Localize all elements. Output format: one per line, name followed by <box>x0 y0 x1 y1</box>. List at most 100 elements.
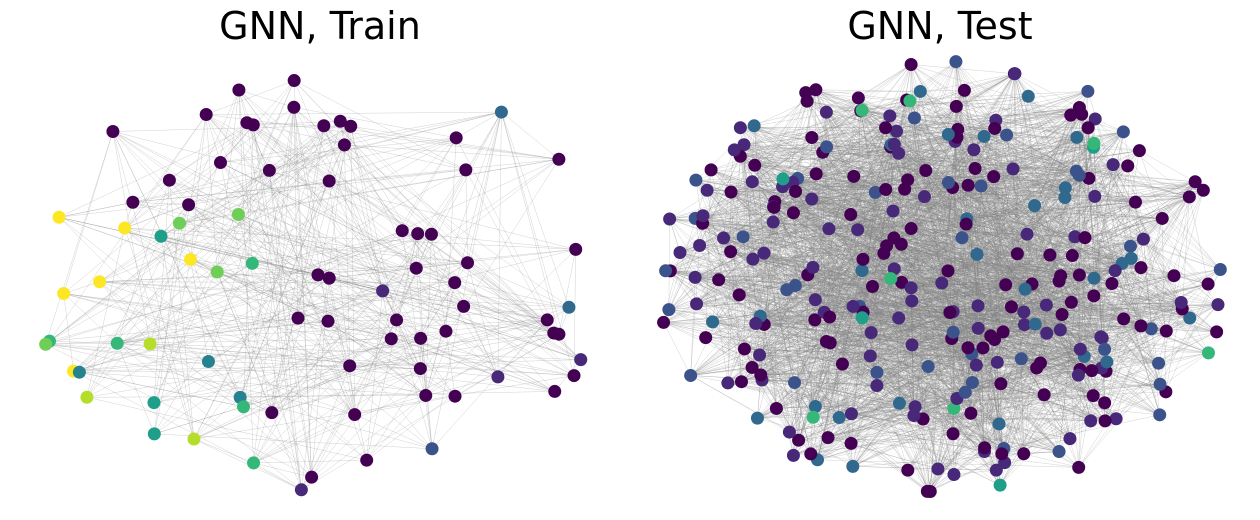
test-edge <box>862 259 931 492</box>
test-edge <box>850 214 991 337</box>
train-edge <box>220 111 502 163</box>
test-edge <box>1071 302 1102 369</box>
train-edge <box>58 217 330 279</box>
test-edge <box>893 237 978 255</box>
test-node <box>870 365 884 379</box>
test-edge <box>909 100 954 333</box>
test-edge <box>982 347 1085 357</box>
test-node <box>1014 352 1028 366</box>
test-edge <box>1012 168 1035 206</box>
train-edge <box>117 230 403 344</box>
test-edge <box>956 269 1221 399</box>
test-edge <box>890 146 1026 290</box>
test-node <box>903 94 917 108</box>
train-edge <box>297 317 426 396</box>
test-node <box>789 184 803 198</box>
train-node <box>106 125 120 139</box>
test-edge <box>965 356 1085 393</box>
train-edge <box>396 234 432 321</box>
test-edge <box>839 168 1014 418</box>
train-edge <box>425 306 464 396</box>
train-edge <box>238 214 464 307</box>
test-edge <box>670 270 745 350</box>
test-node <box>855 103 869 117</box>
test-edge <box>995 120 1047 306</box>
test-edge <box>782 61 957 187</box>
train-edge <box>45 344 575 376</box>
train-edge <box>238 89 253 264</box>
test-edge <box>898 153 1107 372</box>
test-node <box>1072 268 1086 282</box>
test-edge <box>744 348 985 452</box>
test-node <box>971 299 985 313</box>
test-edge <box>723 237 1045 395</box>
test-edge <box>851 64 912 414</box>
train-edge <box>467 262 499 377</box>
test-edge <box>814 319 1001 384</box>
test-edge <box>827 371 1107 438</box>
train-edge <box>160 236 455 283</box>
test-edge <box>982 168 1014 348</box>
test-node <box>1054 269 1068 283</box>
train-edge <box>501 112 570 308</box>
test-edge <box>814 308 1183 321</box>
train-node <box>126 195 140 209</box>
test-edge <box>695 277 1106 422</box>
test-edge <box>824 218 1163 313</box>
test-edge <box>690 316 761 376</box>
test-edge <box>1081 114 1107 372</box>
train-edge <box>160 236 559 335</box>
test-edge <box>759 354 814 418</box>
train-edge <box>297 317 421 369</box>
train-edge <box>301 365 350 490</box>
test-panel-title: GNN, Test <box>847 4 1033 48</box>
train-node <box>287 100 301 114</box>
test-edge <box>759 192 876 356</box>
test-node <box>898 182 912 196</box>
test-edge <box>807 64 912 275</box>
test-edge <box>705 169 712 338</box>
test-edge <box>1012 168 1081 370</box>
test-edge <box>1135 202 1161 385</box>
train-edge <box>382 169 466 291</box>
test-edge <box>774 201 1163 219</box>
train-node <box>52 210 66 224</box>
train-edge <box>328 180 355 415</box>
test-edge <box>891 144 1041 364</box>
train-edge <box>340 121 499 378</box>
test-edge <box>816 173 912 229</box>
test-node <box>884 272 898 286</box>
train-edge <box>112 131 299 319</box>
train-edge <box>239 125 325 398</box>
test-edge <box>793 192 876 214</box>
train-edge <box>271 368 421 413</box>
test-edge <box>941 205 1035 284</box>
train-edge <box>79 368 421 373</box>
test-edge <box>815 281 1060 407</box>
test-edge <box>993 175 1080 177</box>
test-edge <box>795 191 799 441</box>
train-edge <box>190 114 207 260</box>
test-edge <box>670 270 790 433</box>
test-edge <box>910 228 949 271</box>
train-edge <box>425 282 455 396</box>
test-edge <box>815 89 1190 198</box>
train-edge <box>220 162 548 321</box>
test-edge <box>734 144 892 151</box>
train-edge <box>86 397 367 461</box>
test-edge <box>909 100 952 339</box>
train-edge <box>117 343 244 407</box>
test-edge <box>1034 165 1128 206</box>
test-edge <box>955 61 1025 313</box>
test-edge <box>941 175 1080 284</box>
test-edge <box>909 100 966 393</box>
test-edge <box>760 205 1035 376</box>
test-node <box>1081 121 1095 135</box>
test-edge <box>852 349 1105 467</box>
train-edge <box>463 306 559 335</box>
test-edge <box>872 171 1077 287</box>
train-edge <box>217 271 498 378</box>
test-edge <box>990 91 1089 336</box>
test-node <box>1155 211 1169 225</box>
test-edge <box>824 300 912 313</box>
